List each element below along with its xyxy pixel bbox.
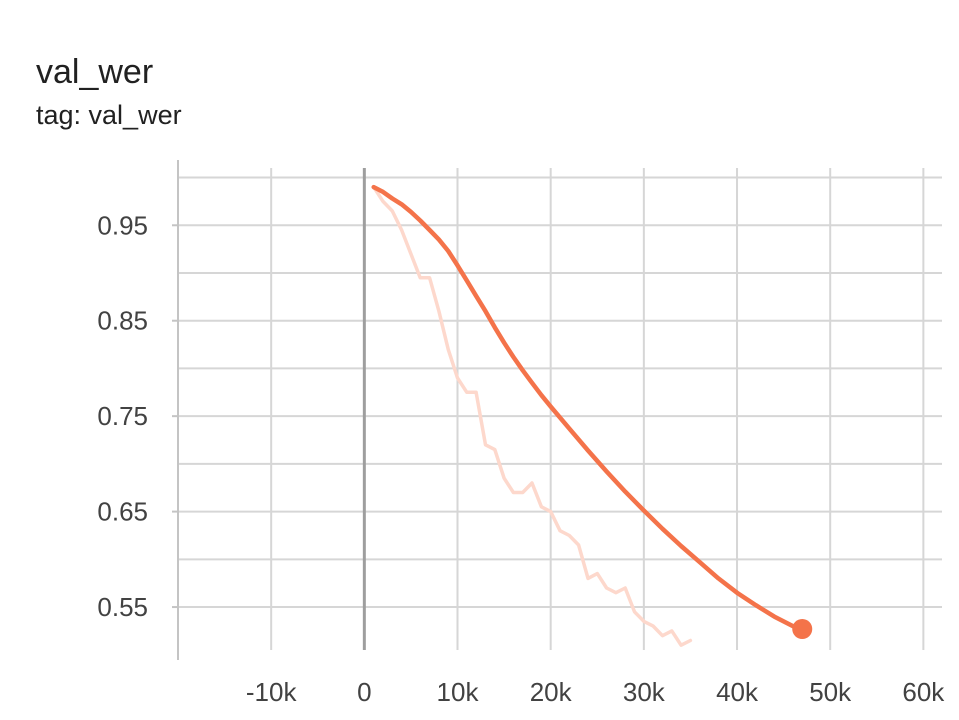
y-tick-label: 0.65 (97, 497, 148, 527)
x-tick-label: 60k (902, 677, 945, 707)
chart-title: val_wer (36, 53, 154, 91)
series-line-smoothed (371, 184, 805, 632)
vertical-gridlines (270, 168, 925, 650)
x-tick-label: 0 (357, 677, 371, 707)
x-tick-label: -10k (246, 677, 298, 707)
y-tick-label: 0.85 (97, 306, 148, 336)
x-tick-labels: -10k 0 10k 20k 30k 40k 50k 60k (246, 677, 945, 707)
x-tick-label: 20k (530, 677, 573, 707)
x-tick-label: 40k (716, 677, 759, 707)
y-tick-labels: 0.55 0.65 0.75 0.85 0.95 (97, 210, 148, 622)
series-line-raw (371, 185, 693, 647)
y-tick-label: 0.95 (97, 210, 148, 240)
x-tick-label: 10k (437, 677, 480, 707)
x-tick-label: 50k (809, 677, 852, 707)
series-lines (371, 184, 813, 647)
axes (172, 160, 366, 660)
chart-subtitle: tag: val_wer (36, 100, 182, 130)
horizontal-gridlines (178, 176, 942, 609)
last-point-marker (792, 619, 813, 640)
x-tick-label: 30k (623, 677, 666, 707)
y-tick-label: 0.75 (97, 401, 148, 431)
y-tick-label: 0.55 (97, 592, 148, 622)
